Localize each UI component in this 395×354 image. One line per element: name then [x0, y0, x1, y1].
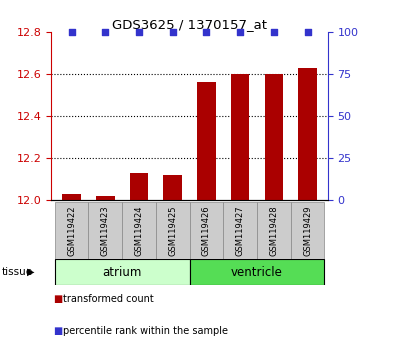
Point: [169, 29, 176, 35]
Text: GSM119424: GSM119424: [135, 206, 143, 256]
Bar: [164, 175, 182, 200]
Bar: [62, 194, 81, 200]
Bar: [231, 74, 250, 200]
Text: GSM119428: GSM119428: [269, 206, 278, 256]
Text: GSM119422: GSM119422: [67, 206, 76, 256]
Text: ■: ■: [53, 326, 62, 336]
Bar: [291, 202, 324, 260]
Bar: [223, 202, 257, 260]
Bar: [88, 202, 122, 260]
Bar: [298, 68, 317, 200]
Point: [102, 29, 109, 35]
Text: GSM119423: GSM119423: [101, 206, 110, 256]
Point: [305, 29, 311, 35]
Text: GSM119427: GSM119427: [236, 206, 245, 256]
Point: [237, 29, 243, 35]
Text: ▶: ▶: [27, 267, 34, 277]
Bar: [190, 259, 324, 285]
Point: [271, 29, 277, 35]
Text: tissue: tissue: [2, 267, 33, 277]
Bar: [96, 196, 115, 200]
Bar: [197, 82, 216, 200]
Bar: [190, 202, 223, 260]
Text: ventricle: ventricle: [231, 266, 283, 279]
Text: GSM119426: GSM119426: [202, 206, 211, 256]
Bar: [55, 202, 88, 260]
Text: transformed count: transformed count: [63, 294, 154, 304]
Text: GSM119429: GSM119429: [303, 206, 312, 256]
Bar: [265, 74, 283, 200]
Title: GDS3625 / 1370157_at: GDS3625 / 1370157_at: [112, 18, 267, 31]
Bar: [122, 202, 156, 260]
Bar: [130, 173, 148, 200]
Bar: [55, 259, 190, 285]
Text: atrium: atrium: [102, 266, 142, 279]
Point: [68, 29, 75, 35]
Text: percentile rank within the sample: percentile rank within the sample: [63, 326, 228, 336]
Text: GSM119425: GSM119425: [168, 206, 177, 256]
Bar: [257, 202, 291, 260]
Bar: [156, 202, 190, 260]
Point: [136, 29, 142, 35]
Text: ■: ■: [53, 294, 62, 304]
Point: [203, 29, 210, 35]
